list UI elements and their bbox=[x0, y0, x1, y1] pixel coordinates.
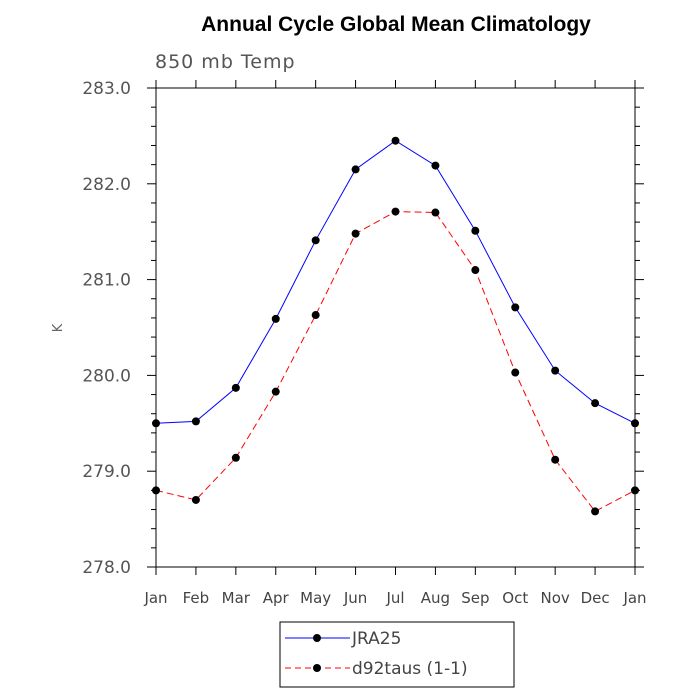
data-point bbox=[191, 495, 200, 504]
y-axis-label: K bbox=[51, 323, 66, 332]
x-tick-label: Jul bbox=[385, 589, 404, 607]
legend-marker-jra25 bbox=[313, 634, 321, 642]
legend-label-jra25: JRA25 bbox=[351, 629, 401, 649]
y-tick-label: 281.0 bbox=[82, 271, 131, 291]
x-tick-label: Sep bbox=[461, 589, 489, 607]
data-point bbox=[631, 486, 639, 495]
data-point bbox=[271, 314, 280, 323]
data-point bbox=[511, 368, 520, 377]
data-point bbox=[271, 387, 280, 396]
x-tick-label: Oct bbox=[502, 589, 528, 607]
legend-marker-d92taus bbox=[313, 664, 321, 672]
data-point bbox=[471, 226, 480, 235]
legend-box bbox=[279, 621, 515, 688]
plot-frame bbox=[155, 87, 636, 568]
data-point bbox=[231, 383, 240, 392]
data-point bbox=[551, 366, 560, 375]
series-line-1 bbox=[155, 211, 636, 513]
x-tick-label: Apr bbox=[263, 589, 290, 607]
data-point bbox=[351, 165, 360, 174]
data-point bbox=[231, 453, 240, 462]
y-tick-label: 279.0 bbox=[82, 462, 131, 482]
x-tick-label: Mar bbox=[222, 589, 251, 607]
data-point bbox=[311, 236, 320, 245]
data-point bbox=[551, 455, 560, 464]
x-tick-label: Aug bbox=[421, 589, 450, 607]
data-point bbox=[511, 303, 520, 312]
y-tick-label: 278.0 bbox=[82, 558, 131, 578]
y-tick-label: 283.0 bbox=[82, 79, 131, 99]
data-point bbox=[631, 419, 639, 428]
chart-title: Annual Cycle Global Mean Climatology bbox=[201, 13, 591, 36]
legend-label-d92taus: d92taus (1-1) bbox=[352, 659, 468, 679]
data-point bbox=[431, 161, 440, 170]
series-line-0 bbox=[155, 140, 636, 424]
x-tick-labels: Jan Feb Mar Apr May Jun Jul Aug Sep Oct Nov Dec Jan bbox=[143, 589, 646, 607]
data-point bbox=[391, 207, 400, 216]
x-tick-label: Jan bbox=[143, 589, 167, 607]
data-point bbox=[431, 208, 440, 217]
x-tick-label: May bbox=[300, 589, 331, 607]
x-tick-label: Jan bbox=[622, 589, 646, 607]
series-group bbox=[152, 136, 639, 516]
y-tick-labels: 278.0 279.0 280.0 281.0 282.0 283.0 bbox=[82, 79, 131, 578]
data-point bbox=[311, 311, 320, 320]
data-point bbox=[591, 507, 600, 516]
y-tick-label: 282.0 bbox=[82, 175, 131, 195]
x-tick-label: Jun bbox=[343, 589, 367, 607]
x-tick-label: Nov bbox=[541, 589, 570, 607]
data-point bbox=[591, 399, 600, 408]
data-point bbox=[471, 266, 480, 275]
legend: JRA25 d92taus (1-1) bbox=[279, 621, 515, 688]
data-point bbox=[191, 417, 200, 426]
data-point bbox=[152, 486, 160, 495]
data-point bbox=[391, 136, 400, 145]
data-point bbox=[351, 229, 360, 238]
y-tick-label: 280.0 bbox=[82, 366, 131, 386]
data-point bbox=[152, 419, 160, 428]
x-tick-label: Dec bbox=[581, 589, 610, 607]
axis-ticks bbox=[147, 80, 644, 575]
x-tick-label: Feb bbox=[183, 589, 210, 607]
chart-subtitle: 850 mb Temp bbox=[155, 51, 296, 73]
